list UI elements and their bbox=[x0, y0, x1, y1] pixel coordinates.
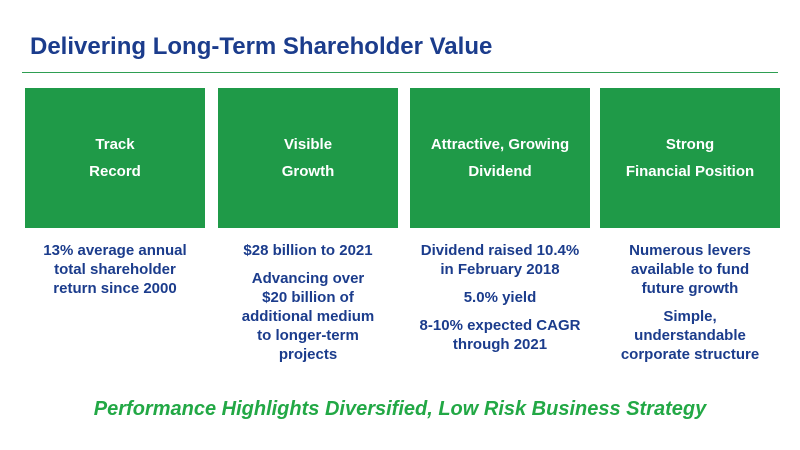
pillar-label: Attractive, Growing bbox=[430, 136, 570, 153]
paragraph: Advancing over $20 billion of additional m… bbox=[218, 269, 398, 364]
text-line: projects bbox=[278, 346, 338, 363]
text-line: Dividend raised 10.4% bbox=[420, 242, 580, 259]
pillar-description: $28 billion to 2021 Advancing over $20 bil… bbox=[218, 241, 398, 364]
text-line: available to fund bbox=[630, 261, 750, 278]
paragraph: Numerous levers available to fund future g… bbox=[600, 241, 780, 298]
paragraph: 8-10% expected CAGR through 2021 bbox=[410, 316, 590, 354]
slide-title: Delivering Long-Term Shareholder Value bbox=[30, 33, 493, 60]
pillar-description: Numerous levers available to fund future g… bbox=[600, 241, 780, 364]
pillar-label: Financial Position bbox=[625, 163, 755, 180]
pillar-description: Dividend raised 10.4% in February 2018 5.0… bbox=[410, 241, 590, 354]
paragraph: 13% average annual total shareholder retur… bbox=[25, 241, 205, 298]
column: Track Record 13% average annual total share… bbox=[25, 88, 205, 307]
pillar-label: Track bbox=[95, 136, 135, 153]
text-line: total shareholder bbox=[54, 261, 176, 278]
tagline: Performance Highlights Diversified, Low … bbox=[93, 398, 707, 420]
text-line: $28 billion to 2021 bbox=[243, 242, 373, 259]
text-line: 8-10% expected CAGR bbox=[419, 317, 581, 334]
pillar-description: 13% average annual total shareholder retur… bbox=[25, 241, 205, 298]
text-line: understandable bbox=[634, 327, 746, 344]
text-line: 13% average annual bbox=[43, 242, 187, 259]
pillar-label: Dividend bbox=[468, 163, 532, 180]
text-line: corporate structure bbox=[620, 346, 760, 363]
text-line: $20 billion of bbox=[262, 289, 354, 306]
pillar-label: Record bbox=[89, 163, 141, 180]
text-line: Numerous levers bbox=[629, 242, 751, 259]
text-line: future growth bbox=[641, 280, 739, 297]
column: Attractive, Growing Dividend Dividend rais… bbox=[410, 88, 590, 363]
paragraph: Dividend raised 10.4% in February 2018 bbox=[410, 241, 590, 279]
paragraph: $28 billion to 2021 bbox=[218, 241, 398, 260]
title-rule bbox=[22, 72, 778, 73]
paragraph: 5.0% yield bbox=[410, 288, 590, 307]
pillar-label: Growth bbox=[281, 163, 335, 180]
text-line: additional medium bbox=[241, 308, 375, 325]
pillar-box: Track Record bbox=[25, 88, 205, 228]
pillar-label: Visible bbox=[283, 136, 333, 153]
text-line: 5.0% yield bbox=[463, 289, 537, 306]
text-line: to longer-term bbox=[257, 327, 359, 344]
text-line: return since 2000 bbox=[53, 280, 177, 297]
paragraph: Simple, understandable corporate structure bbox=[600, 307, 780, 364]
pillar-box: Strong Financial Position bbox=[600, 88, 780, 228]
text-line: Simple, bbox=[663, 308, 717, 325]
text-line: through 2021 bbox=[452, 336, 548, 353]
pillar-label: Strong bbox=[665, 136, 715, 153]
pillar-box: Visible Growth bbox=[218, 88, 398, 228]
text-line: Advancing over bbox=[251, 270, 365, 287]
column: Visible Growth $28 billion to 2021 Advancin… bbox=[218, 88, 398, 373]
text-line: in February 2018 bbox=[440, 261, 560, 278]
column: Strong Financial Position Numerous levers a… bbox=[600, 88, 780, 373]
pillar-box: Attractive, Growing Dividend bbox=[410, 88, 590, 228]
